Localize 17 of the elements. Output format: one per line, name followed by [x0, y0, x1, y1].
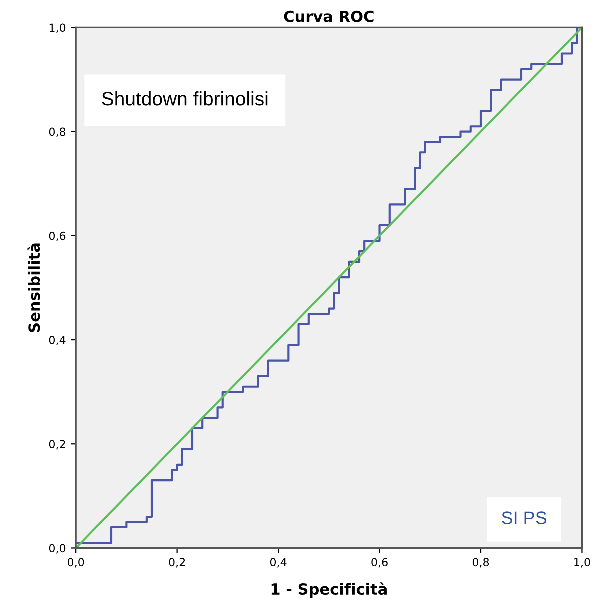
- x-tick-label: 0,0: [68, 558, 84, 568]
- x-tick-label: 0,8: [472, 558, 490, 568]
- annotation: Shutdown fibrinolisi: [102, 92, 268, 106]
- x-axis-title: 1 - Specificità: [272, 582, 387, 598]
- y-tick-label: 0,0: [49, 544, 66, 554]
- annotation: SI PS: [502, 512, 547, 524]
- x-tick-label: 0,6: [372, 558, 388, 568]
- x-tick-label: 0,2: [169, 558, 186, 568]
- x-tick-label: 1,0: [574, 558, 590, 568]
- chart-title: Curva ROC: [284, 10, 374, 22]
- y-tick-label: 0,6: [49, 232, 66, 242]
- y-tick-label: 0,4: [49, 336, 66, 346]
- x-tick-label: 0,4: [270, 558, 287, 568]
- y-tick-label: 0,8: [49, 128, 66, 138]
- y-tick-label: 0,2: [49, 440, 66, 450]
- y-tick-label: 1,0: [50, 24, 66, 34]
- y-axis-title: Sensibilità: [28, 244, 40, 332]
